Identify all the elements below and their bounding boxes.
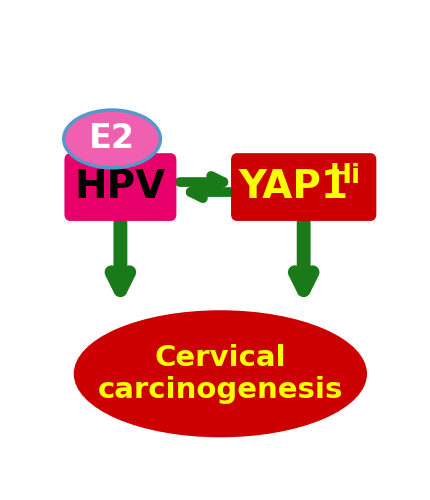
Ellipse shape — [74, 310, 367, 438]
Ellipse shape — [64, 110, 160, 168]
Text: Hi: Hi — [330, 164, 361, 190]
Text: HPV: HPV — [75, 168, 166, 206]
Text: Cervical: Cervical — [154, 344, 286, 372]
Text: YAP1: YAP1 — [239, 168, 349, 206]
Text: carcinogenesis: carcinogenesis — [98, 376, 343, 404]
Text: E2: E2 — [89, 122, 135, 156]
FancyBboxPatch shape — [64, 153, 176, 221]
FancyBboxPatch shape — [231, 153, 376, 221]
